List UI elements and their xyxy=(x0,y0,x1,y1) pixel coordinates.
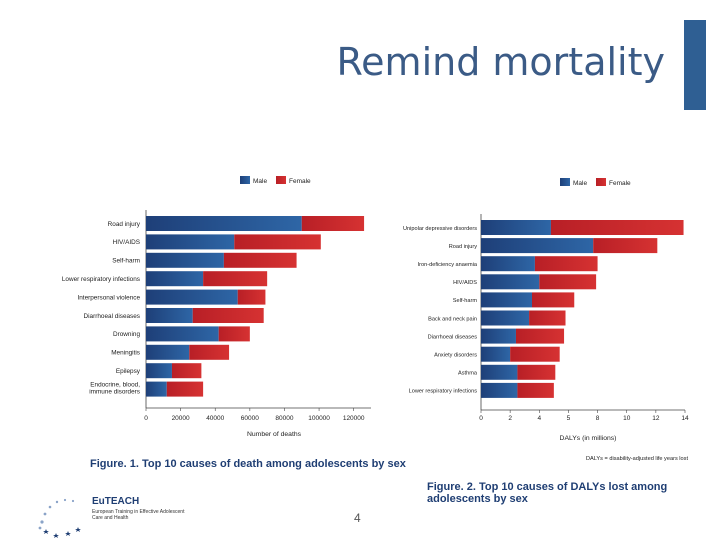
fig2-bar-male-0 xyxy=(481,220,551,235)
fig2-bar-female-6 xyxy=(515,328,565,344)
fig2-bar-male-5 xyxy=(481,310,530,326)
fig2-tick-label: 8 xyxy=(596,415,600,422)
fig2-category-label: Unipolar depressive disorders xyxy=(403,226,477,232)
figure2-caption: Figure. 2. Top 10 causes of DALYs lost a… xyxy=(427,481,668,505)
fig2-legend-swatch-female xyxy=(596,178,606,186)
fig2-tick-label: 14 xyxy=(681,415,689,422)
fig1-category-label-cont: immune disorders xyxy=(89,389,140,396)
fig2-bar-male-9 xyxy=(481,382,518,398)
fig1-tick-label: 60000 xyxy=(241,415,259,422)
fig2-tick-label: 2 xyxy=(508,415,512,422)
fig1-category-label: Self-harm xyxy=(112,258,140,265)
fig2-bar-female-4 xyxy=(532,292,575,308)
fig1-bar-male-3 xyxy=(146,271,204,287)
fig2-category-label: Back and neck pain xyxy=(428,316,477,322)
logo-subtitle: European Training in Effective Adolescen… xyxy=(92,509,185,521)
star-logo-icon xyxy=(38,498,81,538)
fig1-legend-label-male: Male xyxy=(253,178,267,185)
accent-bar xyxy=(684,20,706,110)
fig2-legend-label-male: Male xyxy=(573,180,587,187)
fig2-bar-male-2 xyxy=(481,256,535,272)
fig2-x-label: DALYs (in millions) xyxy=(560,435,617,442)
fig2-bar-male-6 xyxy=(481,328,516,344)
fig1-bar-male-9 xyxy=(146,381,167,397)
fig2-bar-male-8 xyxy=(481,364,518,380)
fig2-category-label: HIV/AIDS xyxy=(453,280,477,286)
fig2-bar-female-8 xyxy=(517,364,556,380)
fig1-legend-swatch-female xyxy=(276,176,286,184)
fig1-bar-male-6 xyxy=(146,326,219,342)
fig1-category-label: Drowning xyxy=(113,331,140,338)
fig1-legend: Male Female xyxy=(240,176,311,185)
fig1-tick-label: 40000 xyxy=(206,415,224,422)
fig1-tick-label: 80000 xyxy=(275,415,293,422)
fig2-note: DALYs = disability-adjusted life years l… xyxy=(586,456,688,462)
fig2-legend-label-female: Female xyxy=(609,180,631,187)
fig2-category-label: Diarrhoeal diseases xyxy=(428,334,478,340)
fig1-tick-label: 20000 xyxy=(172,415,190,422)
fig2-bar-female-7 xyxy=(510,346,560,362)
fig2-category-label: Self-harm xyxy=(453,298,478,304)
fig1-category-label: Endocrine, blood, xyxy=(90,382,140,389)
fig1-bar-female-6 xyxy=(218,326,250,342)
fig1-bar-female-2 xyxy=(223,252,297,268)
fig2-bar-female-5 xyxy=(529,310,566,326)
fig1-bar-male-0 xyxy=(146,216,302,231)
page-number: 4 xyxy=(354,511,361,525)
fig2-bar-female-2 xyxy=(534,256,598,272)
fig1-legend-label-female: Female xyxy=(289,178,311,185)
fig1-bar-female-4 xyxy=(237,289,266,305)
fig2-bar-female-1 xyxy=(593,238,658,254)
figure1-caption: Figure. 1. Top 10 causes of death among … xyxy=(90,458,406,470)
fig1-bar-female-3 xyxy=(203,271,268,287)
fig2-bar-male-3 xyxy=(481,274,540,290)
fig1-category-label: Lower respiratory infections xyxy=(62,276,140,283)
fig2-tick-label: 12 xyxy=(652,415,660,422)
logo-title: EuTEACH xyxy=(92,496,140,507)
fig2-category-label: Anxiety disorders xyxy=(434,353,477,359)
fig1-category-label: Interpersonal violence xyxy=(77,294,140,301)
fig2-category-label: Asthma xyxy=(458,371,478,377)
fig1-tick-label: 0 xyxy=(144,415,148,422)
eutheach-logo: EuTEACH European Training in Effective A… xyxy=(36,494,184,538)
fig2-bar-male-1 xyxy=(481,238,594,254)
fig1-bar-male-4 xyxy=(146,289,238,305)
fig2-bar-male-7 xyxy=(481,346,511,362)
fig2-tick-label: 5 xyxy=(567,415,571,422)
slide-title: Remind mortality xyxy=(336,40,665,84)
fig2-category-label: Road injury xyxy=(449,244,477,250)
fig1-category-label: Meningitis xyxy=(111,350,140,357)
fig1-category-label: Road injury xyxy=(108,221,141,228)
fig2-tick-label: 4 xyxy=(537,415,541,422)
fig1-category-label: Diarrhoeal diseases xyxy=(84,313,140,320)
fig1-bar-male-1 xyxy=(146,234,235,250)
fig1-bar-male-2 xyxy=(146,252,224,268)
fig2-legend: Male Female xyxy=(560,178,631,187)
fig1-legend-swatch-male xyxy=(240,176,250,184)
fig2-bar-female-0 xyxy=(550,220,684,235)
fig1-bar-female-1 xyxy=(234,234,321,250)
fig1-x-label: Number of deaths xyxy=(247,431,302,438)
fig1-bar-female-5 xyxy=(192,308,264,323)
fig2-bar-female-9 xyxy=(517,382,554,398)
fig1-category-label: HIV/AIDS xyxy=(113,239,140,246)
fig1-category-label: Epilepsy xyxy=(116,368,141,375)
fig1-bar-female-9 xyxy=(166,381,204,397)
fig2-tick-label: 0 xyxy=(479,415,483,422)
fig2-category-label: Iron-deficiency anaemia xyxy=(418,262,478,268)
fig1-bar-female-0 xyxy=(301,216,365,231)
fig2-bar-female-3 xyxy=(539,274,597,290)
fig2-category-label: Lower respiratory infections xyxy=(409,389,478,395)
fig1-tick-label: 120000 xyxy=(343,415,365,422)
fig1-bar-male-5 xyxy=(146,308,193,323)
fig1-bar-female-8 xyxy=(171,363,202,379)
fig1-bar-female-7 xyxy=(189,344,230,360)
fig1-tick-label: 100000 xyxy=(308,415,330,422)
fig2-bar-male-4 xyxy=(481,292,532,308)
fig2-legend-swatch-male xyxy=(560,178,570,186)
fig2-tick-label: 10 xyxy=(623,415,631,422)
fig1-bar-male-7 xyxy=(146,344,190,360)
fig1-bar-male-8 xyxy=(146,363,172,379)
